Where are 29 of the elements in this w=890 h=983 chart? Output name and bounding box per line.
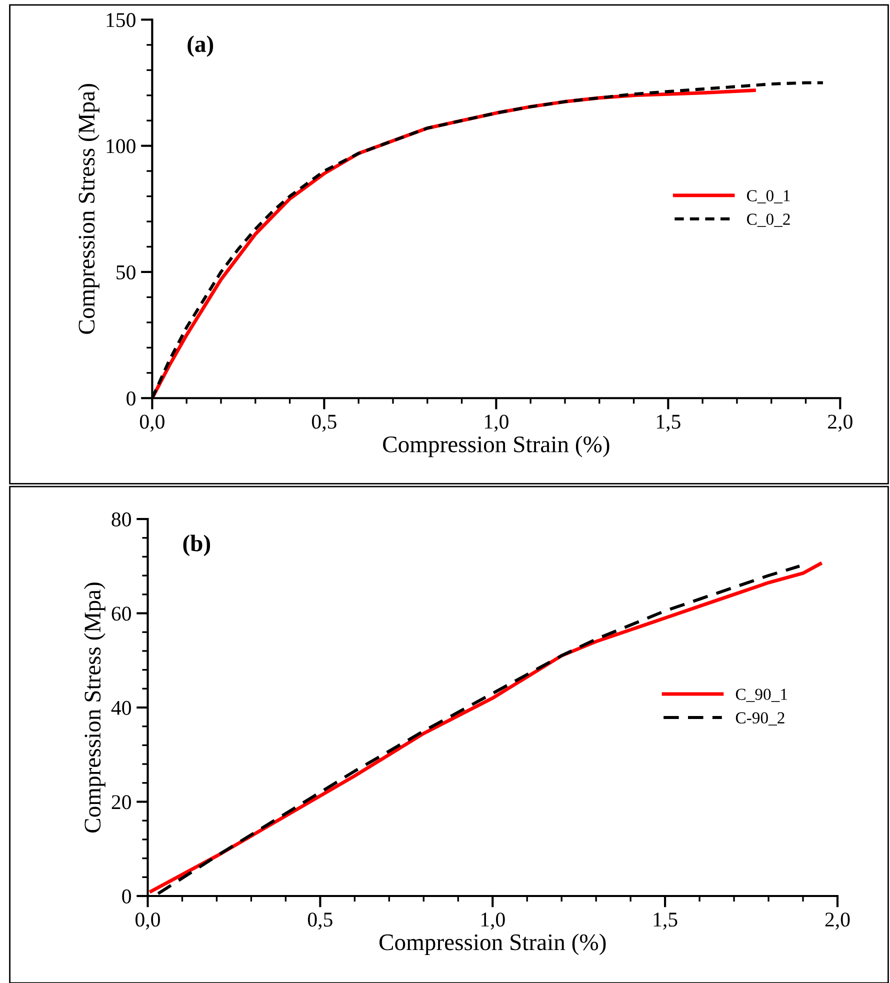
y-tick-label: 20 bbox=[112, 795, 131, 810]
legend-label: C-90_2 bbox=[736, 712, 784, 726]
x-tick-label: 1,5 bbox=[654, 912, 678, 930]
x-tick-label: 2,0 bbox=[825, 912, 850, 930]
y-tick-label: 0 bbox=[122, 889, 131, 904]
y-tick-label: 60 bbox=[112, 606, 131, 621]
y-tick-label: 100 bbox=[106, 139, 136, 154]
x-tick-label: 0,0 bbox=[136, 912, 160, 930]
y-tick-label: 80 bbox=[112, 512, 131, 526]
x-axis-title: Compression Strain (%) bbox=[383, 436, 610, 458]
legend-label: C_0_2 bbox=[746, 214, 790, 227]
y-axis-title: Compression Stress (Mpa) bbox=[78, 84, 100, 334]
x-tick-label: 1,0 bbox=[481, 912, 505, 930]
x-tick-label: 1,5 bbox=[656, 414, 680, 432]
legend-label: C_0_1 bbox=[746, 190, 790, 204]
y-axis-title: Compression Stress (Mpa) bbox=[84, 582, 106, 832]
annotation: (b) bbox=[183, 534, 210, 556]
x-tick-label: 0,5 bbox=[312, 414, 336, 432]
y-tick-label: 150 bbox=[106, 13, 136, 28]
x-tick-label: 2,0 bbox=[828, 414, 852, 432]
legend-label: C_90_1 bbox=[736, 688, 787, 702]
x-tick-label: 1,0 bbox=[484, 414, 508, 432]
y-tick-label: 40 bbox=[111, 700, 131, 715]
annotation: (a) bbox=[188, 35, 214, 57]
x-tick-label: 0,5 bbox=[308, 912, 332, 930]
x-axis-title: Compression Strain (%) bbox=[379, 934, 606, 956]
y-tick-label: 50 bbox=[116, 265, 136, 280]
x-tick-label: 0,0 bbox=[140, 414, 164, 432]
y-tick-label: 0 bbox=[126, 391, 136, 406]
